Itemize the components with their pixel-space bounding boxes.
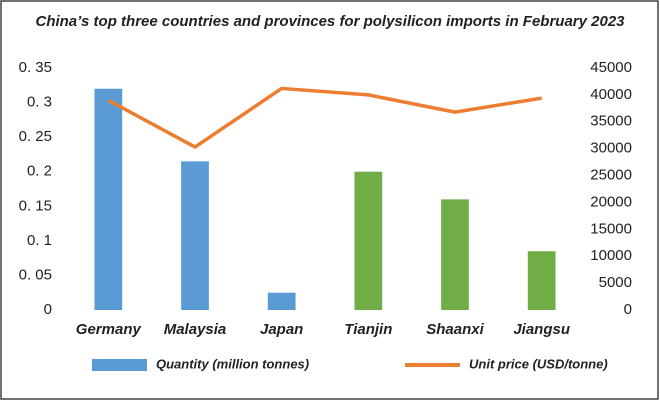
y-tick-label: 0. 15	[19, 197, 52, 214]
x-tick-label: Shaanxi	[426, 321, 484, 338]
bar	[527, 251, 556, 310]
x-tick-label: Japan	[260, 321, 303, 338]
y2-tick-label: 10000	[590, 247, 632, 264]
y-tick-label: 0. 05	[19, 266, 52, 283]
y2-tick-label: 25000	[590, 167, 632, 184]
bar	[267, 292, 296, 310]
line	[107, 86, 542, 149]
y2-tick-label: 30000	[590, 140, 632, 157]
y2-tick-label: 45000	[590, 59, 632, 76]
y2-tick-label: 0	[624, 301, 632, 318]
y-tick-label: 0. 1	[27, 232, 52, 249]
y-tick-label: 0. 3	[27, 94, 52, 111]
x-tick-label: Tianjin	[344, 321, 392, 338]
y2-tick-label: 20000	[590, 193, 632, 210]
y2-tick-label: 35000	[590, 113, 632, 130]
bar	[354, 171, 383, 310]
y-tick-label: 0. 35	[19, 59, 52, 76]
legend-label: Unit price (USD/tonne)	[469, 356, 608, 371]
legend-swatch	[92, 359, 147, 371]
y2-tick-label: 15000	[590, 220, 632, 237]
bar	[94, 88, 123, 310]
x-tick-label: Malaysia	[164, 321, 227, 338]
y-tick-label: 0. 2	[27, 163, 52, 180]
bar	[181, 161, 209, 310]
chart-title: China’s top three countries and province…	[35, 13, 625, 30]
y-tick-label: 0. 25	[19, 128, 52, 145]
x-tick-label: Jiangsu	[513, 321, 570, 338]
bar	[441, 199, 469, 310]
y2-tick-label: 40000	[590, 86, 632, 103]
x-tick-label: Germany	[76, 321, 142, 338]
y-tick-label: 0	[44, 301, 52, 318]
y2-tick-label: 5000	[599, 274, 632, 291]
legend-label: Quantity (million tonnes)	[156, 356, 309, 371]
